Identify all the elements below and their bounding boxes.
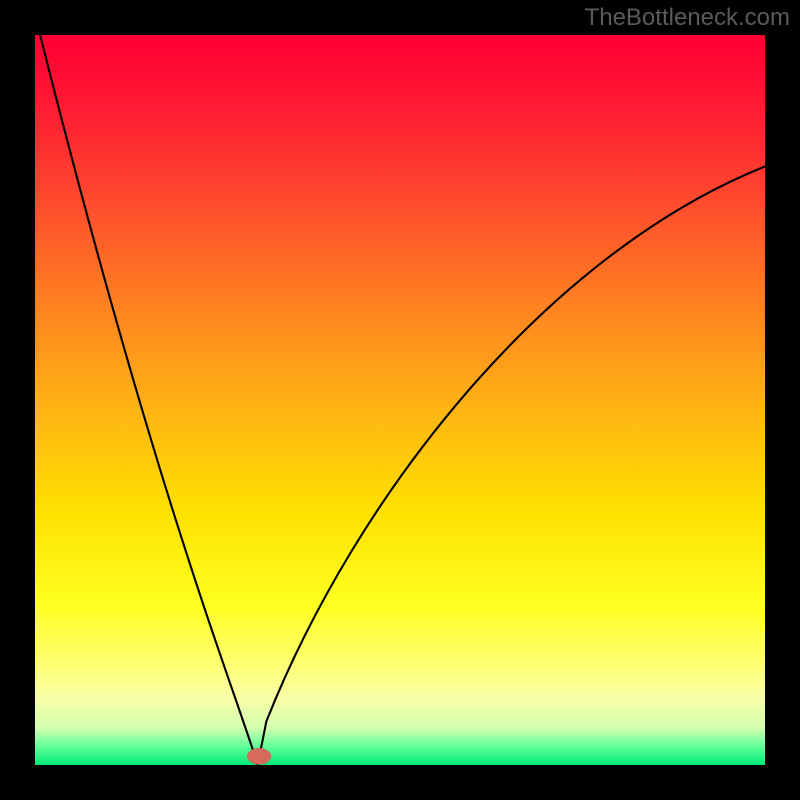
watermark-text: TheBottleneck.com [585, 4, 790, 32]
bottleneck-curve-chart [35, 35, 765, 765]
vertex-marker [247, 748, 270, 764]
gradient-background [35, 35, 765, 765]
chart-plot-area [35, 35, 765, 765]
outer-frame: TheBottleneck.com [0, 0, 800, 800]
